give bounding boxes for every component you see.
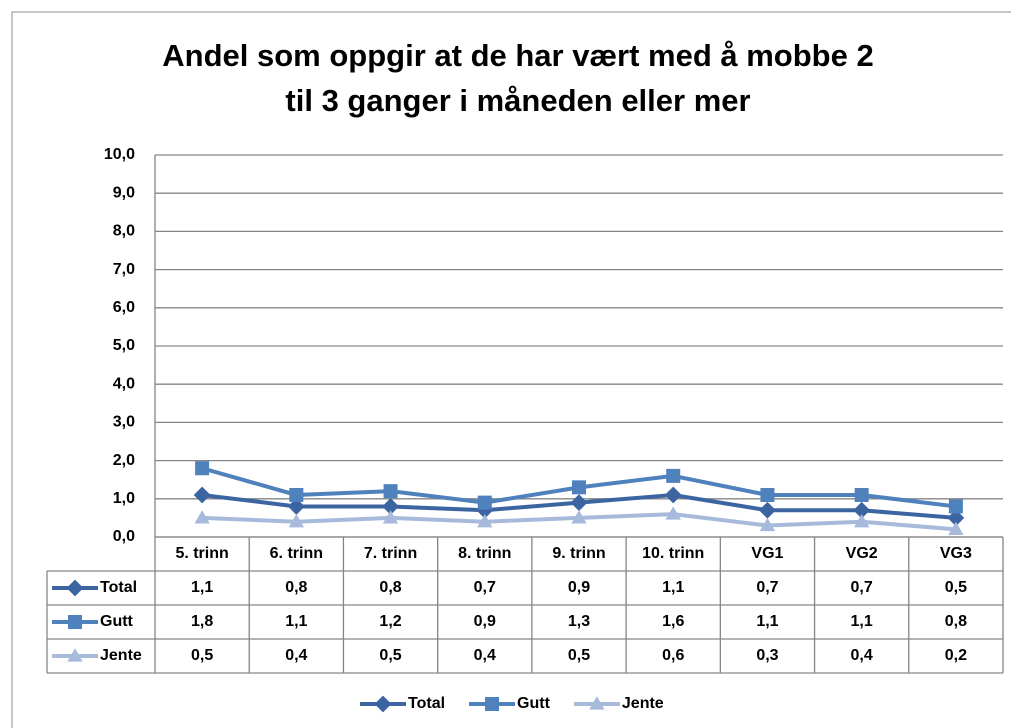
table-value: 1,6: [662, 613, 684, 630]
table-value: 0,5: [191, 647, 213, 664]
table-value: 0,5: [379, 647, 401, 664]
y-tick-label: 6,0: [113, 299, 135, 316]
table-value: 1,1: [285, 613, 307, 630]
legend-label: Total: [408, 695, 445, 712]
data-point: [193, 486, 211, 504]
table-value: 1,1: [756, 613, 778, 630]
data-point: [288, 514, 305, 528]
table-value: 0,3: [756, 647, 778, 664]
data-point: [759, 501, 776, 519]
x-tick-label: 8. trinn: [458, 545, 511, 562]
data-point: [948, 499, 963, 514]
data-point: [853, 514, 870, 528]
y-tick-label: 7,0: [113, 261, 135, 278]
data-point: [759, 517, 776, 532]
y-tick-label: 4,0: [113, 375, 135, 392]
table-legend-marker: [68, 615, 82, 629]
table-value: 0,7: [851, 579, 873, 596]
table-value: 0,5: [568, 647, 590, 664]
table-value: 1,3: [568, 613, 590, 630]
data-point: [664, 486, 682, 504]
table-value: 1,1: [191, 579, 213, 596]
table-value: 0,5: [945, 579, 967, 596]
data-point: [195, 461, 210, 476]
chart-border: [11, 11, 1011, 728]
table-value: 1,1: [851, 613, 873, 630]
chart-title: til 3 ganger i måneden eller mer: [285, 83, 750, 118]
data-point: [194, 510, 210, 524]
table-value: 0,7: [756, 579, 778, 596]
data-point: [853, 501, 871, 519]
table-value: 0,2: [945, 647, 967, 664]
table-legend-marker: [67, 648, 83, 662]
y-tick-label: 5,0: [113, 337, 135, 354]
x-tick-label: 7. trinn: [364, 545, 417, 562]
x-tick-label: 5. trinn: [175, 545, 228, 562]
table-legend-label: Jente: [100, 647, 142, 664]
legend-marker: [589, 696, 605, 710]
x-tick-label: VG3: [940, 545, 972, 562]
x-tick-label: 10. trinn: [642, 545, 704, 562]
table-value: 0,8: [945, 613, 967, 630]
y-tick-label: 9,0: [113, 184, 135, 201]
data-point: [571, 510, 587, 524]
table-value: 0,9: [474, 613, 496, 630]
table-value: 0,4: [285, 647, 307, 664]
table-value: 0,6: [662, 647, 684, 664]
x-tick-label: VG2: [846, 545, 878, 562]
data-point: [760, 487, 775, 502]
data-point: [477, 514, 493, 528]
data-point: [287, 498, 305, 515]
x-tick-label: 9. trinn: [552, 545, 605, 562]
legend-label: Gutt: [517, 695, 551, 712]
table-legend-label: Total: [100, 579, 137, 596]
data-point: [289, 487, 304, 502]
data-point: [476, 501, 494, 519]
legend-label: Jente: [622, 695, 664, 712]
table-value: 0,4: [851, 647, 873, 664]
table-legend-marker: [66, 579, 84, 597]
data-point: [382, 510, 399, 524]
y-tick-label: 8,0: [113, 223, 135, 240]
data-point: [666, 468, 681, 483]
table-value: 1,8: [191, 613, 213, 630]
data-point: [383, 484, 398, 499]
x-tick-label: 6. trinn: [270, 545, 323, 562]
y-tick-label: 10,0: [104, 146, 135, 163]
data-point: [948, 521, 964, 535]
legend-marker: [374, 695, 392, 713]
table-value: 0,8: [285, 579, 307, 596]
table-legend-label: Gutt: [100, 613, 134, 630]
y-tick-label: 3,0: [113, 414, 135, 431]
data-point: [947, 509, 965, 527]
y-tick-label: 2,0: [113, 452, 135, 469]
table-value: 0,9: [568, 579, 590, 596]
table-value: 0,4: [474, 647, 496, 664]
data-point: [854, 487, 869, 502]
x-tick-label: VG1: [751, 545, 783, 562]
legend-marker: [485, 697, 500, 711]
y-tick-label: 0,0: [113, 528, 135, 545]
chart-title: Andel som oppgir at de har vært med å mo…: [162, 38, 873, 73]
data-point: [572, 480, 586, 495]
y-tick-label: 1,0: [113, 490, 135, 507]
table-value: 0,7: [474, 579, 496, 596]
data-point: [477, 495, 492, 510]
data-point: [382, 498, 399, 515]
data-point: [570, 494, 588, 512]
table-value: 1,2: [379, 613, 401, 630]
data-point: [665, 506, 681, 520]
table-value: 0,8: [379, 579, 401, 596]
table-value: 1,1: [662, 579, 684, 596]
